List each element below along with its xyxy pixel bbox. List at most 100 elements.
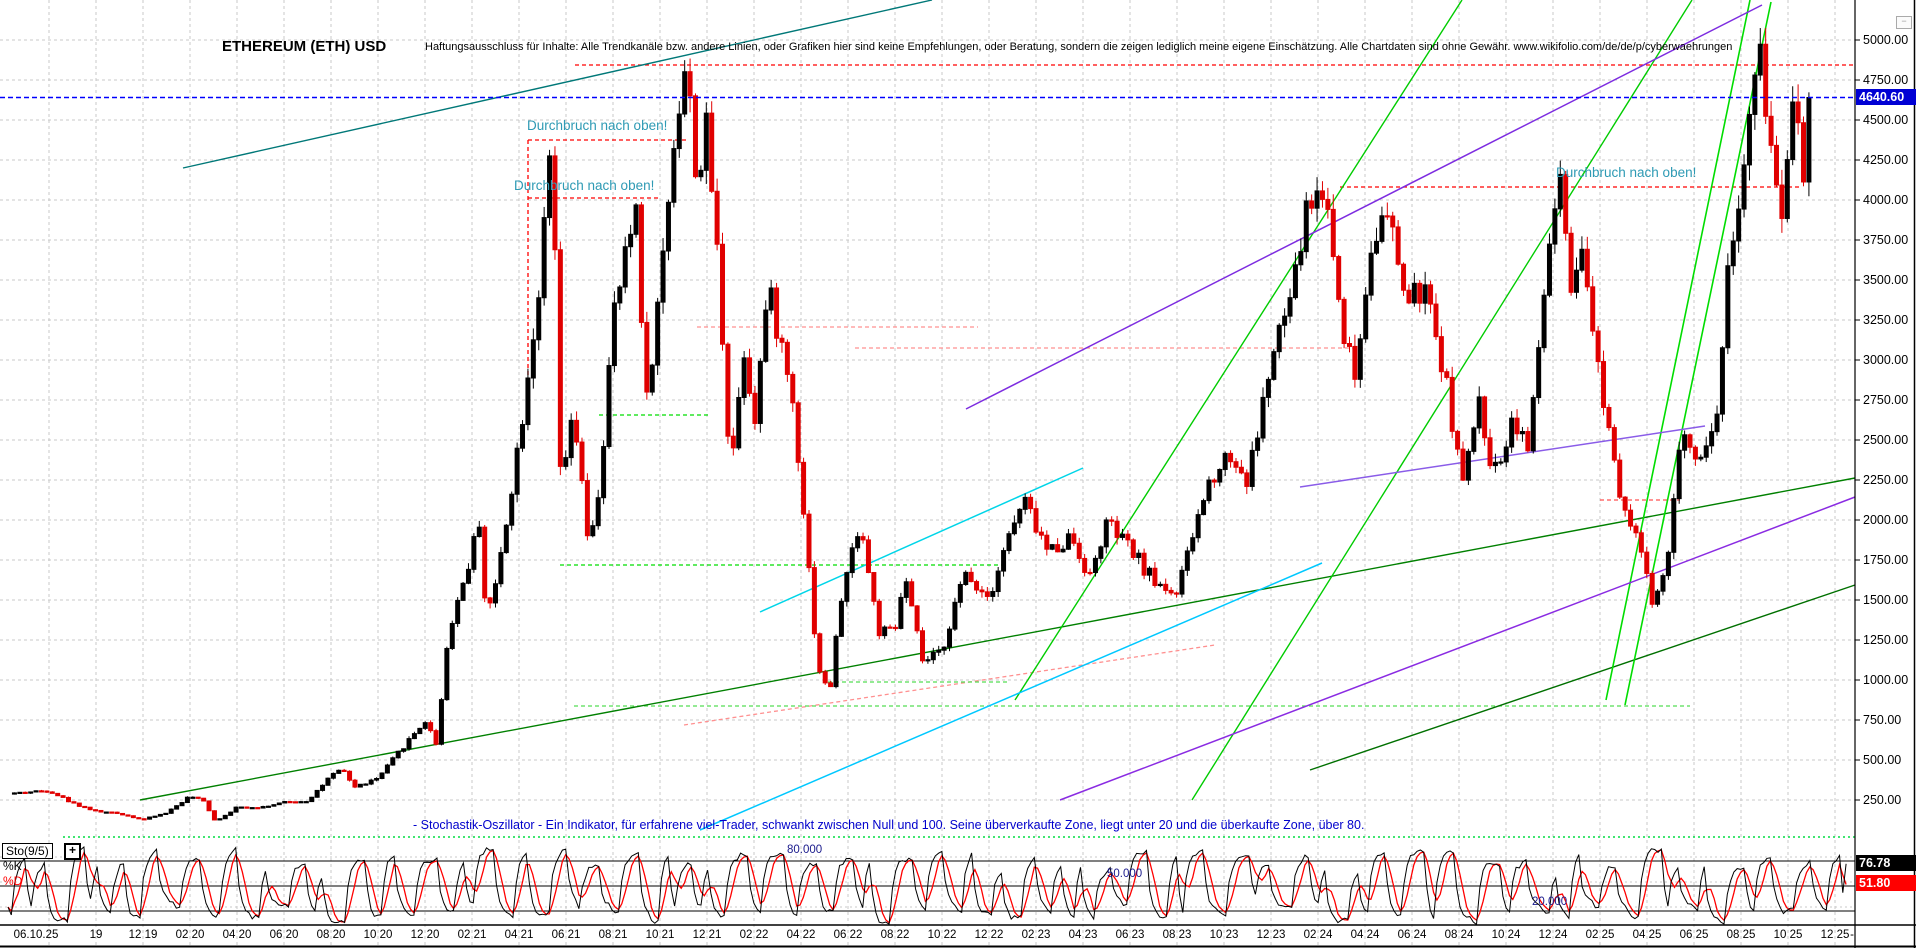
candle-body	[757, 360, 763, 424]
candle-body	[579, 441, 585, 482]
candle-body	[130, 815, 136, 819]
candle-body	[1017, 508, 1023, 524]
date-axis-label: 04 23	[1068, 929, 1098, 941]
candle-body	[87, 806, 93, 811]
date-axis-label: 06 22	[833, 929, 863, 941]
candle-body	[903, 581, 909, 598]
candle-body	[276, 802, 282, 806]
candle-body	[1476, 396, 1482, 429]
candle-body	[1238, 466, 1244, 474]
stochastic-indicator-label[interactable]: Sto(9/5)	[2, 843, 53, 859]
candle-body	[790, 373, 796, 404]
candle-body	[1617, 459, 1623, 498]
candle-body	[125, 814, 131, 817]
candle-body	[1649, 572, 1655, 605]
date-axis-label: 08 24	[1444, 929, 1474, 941]
candle-body	[1276, 324, 1282, 353]
current-price-badge: 4640.60	[1856, 89, 1916, 105]
candle-body	[179, 802, 185, 807]
candle-body	[1671, 498, 1677, 553]
trendline	[1309, 584, 1856, 771]
candle-body	[860, 536, 866, 541]
candle-body	[1487, 437, 1493, 467]
candle-body	[1395, 226, 1401, 265]
candle-body	[817, 633, 823, 673]
date-axis-label: 10 20	[363, 929, 393, 941]
candle-body	[1773, 144, 1779, 186]
candle-body	[120, 812, 126, 816]
candle-body	[838, 600, 844, 637]
candle-body	[503, 524, 509, 554]
candle-body	[1374, 240, 1380, 254]
candle-body	[671, 148, 677, 203]
candle-body	[168, 808, 174, 814]
candle-body	[1601, 361, 1607, 408]
date-axis-label: 08 21	[598, 929, 628, 941]
candle-body	[1038, 531, 1044, 536]
candle-body	[1119, 533, 1125, 538]
candle-body	[1244, 472, 1250, 487]
candle-body	[1163, 583, 1169, 591]
candle-body	[941, 646, 947, 651]
candle-body	[676, 113, 682, 150]
candle-body	[1352, 345, 1358, 380]
candle-body	[1109, 519, 1115, 522]
candle-body	[1082, 557, 1088, 573]
candle-body	[1330, 208, 1336, 258]
candle-body	[1492, 461, 1498, 467]
trendline	[182, 0, 933, 169]
candle-body	[336, 769, 342, 774]
candle-body	[406, 738, 412, 750]
candle-body	[828, 682, 834, 688]
candle-body	[806, 513, 812, 569]
date-axis-label: 12 24	[1538, 929, 1568, 941]
trendline	[1624, 1, 1772, 706]
candle-body	[1049, 544, 1055, 550]
stoch-d-line	[7, 849, 1847, 924]
candle-body	[876, 600, 882, 637]
date-axis-label: 02 24	[1303, 929, 1333, 941]
candle-body	[482, 526, 488, 599]
date-axis-label: 10 25	[1773, 929, 1803, 941]
price-axis-label: 1750.00	[1863, 552, 1909, 567]
candle-body	[217, 818, 223, 821]
candle-body	[1568, 232, 1574, 293]
candle-body	[747, 357, 753, 394]
candle-body	[1455, 430, 1461, 450]
candle-body	[601, 446, 607, 499]
candle-body	[460, 582, 466, 601]
candle-body	[930, 651, 936, 661]
candle-body	[887, 626, 893, 629]
candle-body	[709, 112, 715, 192]
candle-body	[530, 339, 536, 379]
candle-body	[282, 801, 288, 804]
candle-body	[1103, 519, 1109, 548]
date-axis-label: 02 21	[457, 929, 487, 941]
candle-body	[76, 802, 82, 807]
collapse-panel-icon[interactable]: −	[1896, 16, 1912, 29]
candle-body	[882, 626, 888, 637]
candle-body	[184, 796, 190, 804]
date-axis-label: 12 20	[410, 929, 440, 941]
candle-body	[1303, 200, 1309, 253]
candle-body	[1233, 461, 1239, 468]
candle-body	[1574, 269, 1579, 293]
add-indicator-icon[interactable]: +	[64, 843, 81, 860]
candle-series	[11, 27, 1812, 821]
candle-body	[1033, 508, 1039, 533]
candle-body	[1168, 589, 1174, 594]
candle-body	[309, 796, 315, 803]
candle-body	[1136, 552, 1142, 558]
candle-body	[195, 796, 201, 799]
chart-title: ETHEREUM (ETH) USD	[222, 38, 387, 55]
stoch-k-value-badge: 76.78	[1856, 855, 1916, 871]
candle-body	[487, 597, 493, 604]
candle-body	[1174, 592, 1180, 595]
candle-body	[190, 796, 196, 799]
candle-body	[822, 671, 828, 684]
candle-body	[703, 112, 709, 171]
date-axis-label: 04 22	[786, 929, 816, 941]
candle-body	[347, 770, 353, 781]
candle-body	[1265, 378, 1271, 398]
